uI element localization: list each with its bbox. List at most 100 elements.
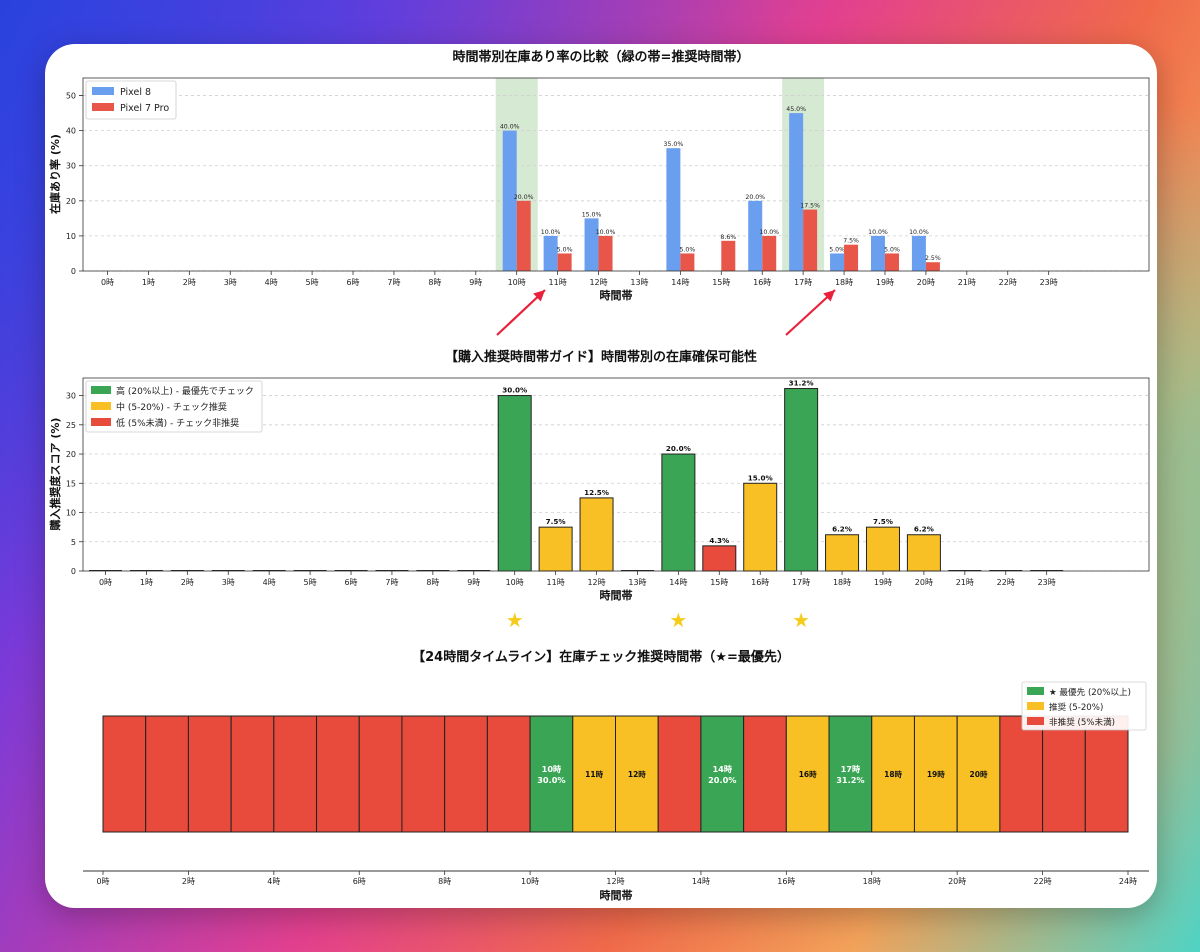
chart1-ytick-label: 50 xyxy=(66,92,76,101)
chart1-bar-value-label: 10.0% xyxy=(596,229,616,236)
chart1-bar-pixel7pro xyxy=(762,235,777,271)
chart2-bar-mid xyxy=(538,526,573,572)
chart2-xtick-label: 4時 xyxy=(263,578,276,587)
chart2-legend-swatch xyxy=(91,402,111,410)
chart1-ytick-label: 30 xyxy=(66,162,76,171)
chart2-bar-value-label: 12.5% xyxy=(584,488,609,497)
chart1-legend-swatch xyxy=(92,103,114,111)
figure-card: 時間帯別在庫あり率の比較（緑の帯=推奨時間帯） 0 10 20 30 40 50 40.0% 1… xyxy=(45,44,1157,908)
chart3-xtick-label: 24時 xyxy=(1119,877,1137,886)
chart1-xtick-label: 0時 xyxy=(101,278,114,287)
timeline-cell-low xyxy=(145,715,189,833)
timeline-cell-label: 10時 30.0% xyxy=(537,764,565,785)
chart2-bar-value-label: 7.5% xyxy=(546,517,566,526)
chart2-xtick-label: 22時 xyxy=(997,578,1015,587)
chart1-xtick-label: 7時 xyxy=(387,278,400,287)
chart1-bar-value-label: 10.0% xyxy=(759,229,779,236)
chart2-title: 【購入推奨時間帯ガイド】時間帯別の在庫確保可能性 xyxy=(445,349,757,365)
chart3-xtick-label: 18時 xyxy=(863,877,881,886)
chart1-ytick-label: 10 xyxy=(66,232,76,241)
chart1-bar-value-label: 5.0% xyxy=(557,246,573,253)
chart3-title: 【24時間タイムライン】在庫チェック推奨時間帯（★=最優先） xyxy=(412,649,790,665)
chart1-bar-pixel7pro xyxy=(884,253,899,271)
chart1-bar-pixel7pro xyxy=(557,253,572,271)
timeline-cell-mid xyxy=(956,715,1001,833)
chart1-bar-value-label: 5.0% xyxy=(680,246,696,253)
timeline-cell-label: 16時 xyxy=(799,769,817,779)
chart2-bar-high xyxy=(497,395,532,572)
chart2-bar-value-label: 31.2% xyxy=(789,379,814,388)
chart1-ytick-label: 40 xyxy=(66,127,76,136)
chart3-legend-swatch xyxy=(1027,717,1044,725)
chart2-ytick-label: 10 xyxy=(66,509,76,518)
chart2-bar-mid xyxy=(743,482,778,572)
chart1-xtick-label: 20時 xyxy=(917,278,935,287)
chart1-xtick-label: 19時 xyxy=(876,278,894,287)
chart1-xtick-label: 12時 xyxy=(589,278,607,287)
chart3-legend-label: 推奨 (5-20%) xyxy=(1049,701,1103,713)
callout-arrow xyxy=(785,289,836,336)
chart2-legend-swatch xyxy=(91,418,111,426)
chart1-bar-pixel7pro xyxy=(721,240,736,271)
timeline-cell-label: 11時 xyxy=(585,769,603,779)
chart1-xtick-label: 8時 xyxy=(428,278,441,287)
chart1-xtick-label: 16時 xyxy=(753,278,771,287)
chart2-xtick-label: 11時 xyxy=(547,578,565,587)
chart2-xtick-label: 1時 xyxy=(140,578,153,587)
chart3-xtick-label: 12時 xyxy=(606,877,624,886)
timeline-cell-low xyxy=(444,715,488,833)
chart2-ytick-label: 0 xyxy=(71,567,76,576)
chart2-bar-low xyxy=(702,545,737,572)
chart2-bar-high xyxy=(661,453,696,572)
chart1-xtick-label: 17時 xyxy=(794,278,812,287)
chart1-bar-value-label: 45.0% xyxy=(786,106,806,113)
chart2-ytick-label: 30 xyxy=(66,392,76,401)
chart3-xtick-label: 4時 xyxy=(267,877,280,886)
chart1-legend: Pixel 8 Pixel 7 Pro xyxy=(85,80,177,120)
chart2-xtick-label: 13時 xyxy=(628,578,646,587)
timeline-cell-label: 14時 20.0% xyxy=(708,764,736,785)
timeline-cell-low xyxy=(743,715,787,833)
callout-arrowhead xyxy=(533,290,545,302)
timeline-cell-mid xyxy=(572,715,617,833)
chart3-xtick-label: 10時 xyxy=(521,877,539,886)
timeline-cell-low xyxy=(657,715,702,833)
chart3-xlabel: 時間帯 xyxy=(600,888,633,902)
chart2-bar-mid xyxy=(906,534,941,572)
timeline-cell-high xyxy=(828,715,873,833)
chart2-xtick-label: 19時 xyxy=(874,578,892,587)
chart1-xtick-label: 22時 xyxy=(999,278,1017,287)
chart1-xtick-label: 4時 xyxy=(265,278,278,287)
chart1-bar-pixel8 xyxy=(748,200,763,271)
chart1-xtick-label: 6時 xyxy=(346,278,359,287)
chart1-bar-pixel7pro xyxy=(803,209,818,271)
chart2-ytick-label: 25 xyxy=(66,421,76,430)
chart2-legend-box xyxy=(85,380,263,433)
chart1-xtick-label: 1時 xyxy=(142,278,155,287)
chart1-xtick-label: 13時 xyxy=(630,278,648,287)
chart1-bar-value-label: 35.0% xyxy=(664,141,684,148)
chart2-xtick-label: 17時 xyxy=(792,578,810,587)
chart1-xlabel: 時間帯 xyxy=(600,288,633,302)
timeline-cell-label: 17時 31.2% xyxy=(836,764,864,785)
timeline-cell-low xyxy=(273,715,318,833)
chart2-xtick-label: 8時 xyxy=(426,578,439,587)
priority-star-icon: ★ xyxy=(506,608,524,632)
chart1-bar-pixel7pro xyxy=(516,200,531,271)
chart1-bar-pixel8 xyxy=(911,235,926,271)
timeline-cell-mid xyxy=(913,715,958,833)
chart2-ytick-label: 5 xyxy=(71,538,76,547)
chart2-bar-value-label: 20.0% xyxy=(666,444,691,453)
chart1-xtick-label: 3時 xyxy=(224,278,237,287)
figure-canvas: 時間帯別在庫あり率の比較（緑の帯=推奨時間帯）0102030405040.0%1… xyxy=(48,49,1150,902)
chart1-bar-pixel8 xyxy=(830,253,845,271)
chart1-bar-value-label: 10.0% xyxy=(541,229,561,236)
timeline-cell-mid xyxy=(871,715,915,833)
priority-star-icon: ★ xyxy=(792,608,810,632)
chart2-bar-mid xyxy=(825,534,860,572)
chart1-legend-label: Pixel 8 xyxy=(120,87,151,98)
chart3-xtick-label: 16時 xyxy=(777,877,795,886)
chart2-legend-label: 低 (5%未満) - チェック非推奨 xyxy=(116,417,239,429)
chart1-xtick-label: 21時 xyxy=(958,278,976,287)
timeline-cell-label: 12時 xyxy=(628,769,646,779)
